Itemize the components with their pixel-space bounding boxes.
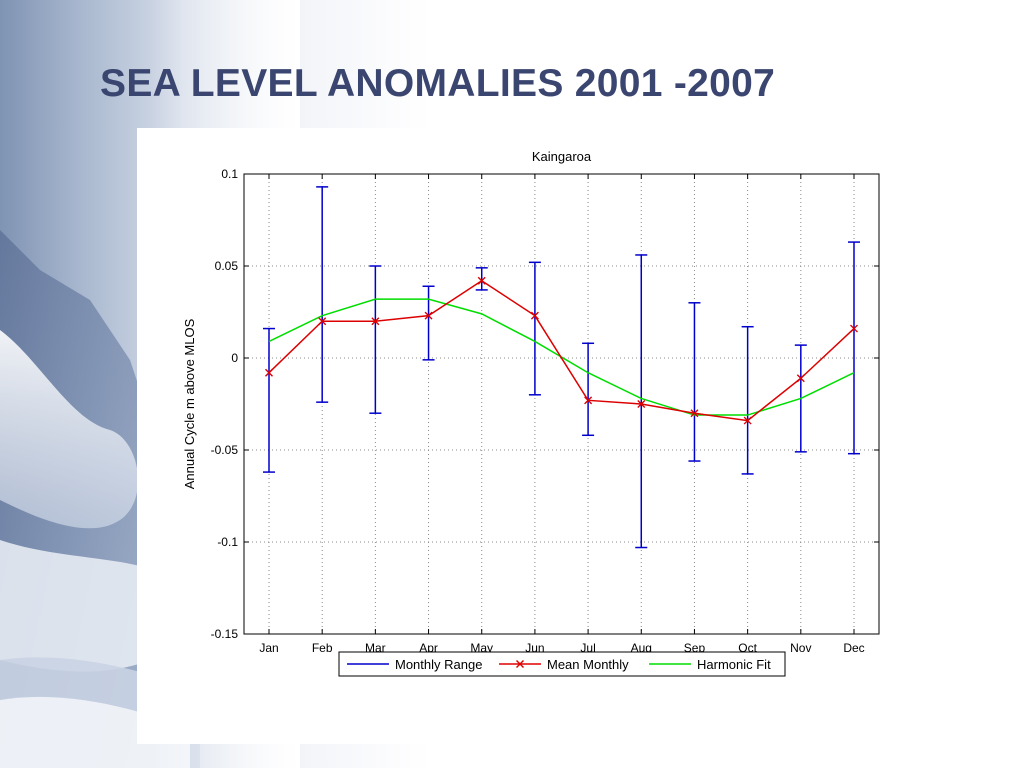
- mean-monthly-marker: [371, 317, 380, 326]
- y-tick-label: -0.1: [217, 535, 238, 549]
- legend-box: [338, 651, 786, 677]
- legend[interactable]: Monthly Range Mean Monthly Harmonic Fit: [338, 651, 786, 677]
- legend-item[interactable]: Mean Monthly: [499, 657, 629, 672]
- legend-label: Monthly Range: [395, 657, 482, 672]
- slide-title: SEA LEVEL ANOMALIES 2001 -2007: [100, 62, 776, 105]
- legend-item[interactable]: Harmonic Fit: [649, 657, 771, 672]
- plot-area: [243, 173, 880, 635]
- mean-monthly-marker: [318, 317, 327, 326]
- legend-marker: [516, 660, 524, 668]
- y-tick-label: 0.05: [215, 259, 239, 273]
- series-layer: [263, 186, 860, 549]
- y-axis-label: Annual Cycle m above MLOS: [182, 318, 197, 489]
- mean-monthly-marker: [637, 400, 646, 408]
- legend-label: Harmonic Fit: [697, 657, 771, 672]
- chart-title: Kaingaroa: [532, 149, 592, 164]
- y-tick-label: 0.1: [221, 167, 238, 181]
- marker-stroke: [584, 396, 593, 405]
- x-tick-label: Jan: [259, 641, 278, 655]
- marker-stroke: [637, 400, 646, 408]
- figure-panel: 0.1 0.05 0 -0.05 -0.1 -0.15 Jan Feb Mar Apr May Jun…: [137, 128, 1024, 744]
- mean-monthly-marker: [265, 368, 273, 377]
- mean-monthly-marker: [530, 311, 539, 320]
- y-tick-label: -0.15: [211, 627, 239, 641]
- legend-label: Mean Monthly: [547, 657, 629, 672]
- marker-stroke: [796, 374, 805, 383]
- marker-stroke: [424, 311, 433, 320]
- mean-monthly-marker: [584, 396, 593, 405]
- mean-monthly-marker: [424, 311, 433, 320]
- marker-stroke: [850, 324, 858, 333]
- x-tick-label: Feb: [312, 641, 333, 655]
- mean-monthly-marker: [743, 416, 752, 425]
- mean-monthly-marker: [796, 374, 805, 383]
- mean-monthly-marker: [850, 324, 858, 333]
- y-tick-label: -0.05: [211, 443, 239, 457]
- marker-stroke: [690, 409, 699, 418]
- mean-monthly-line: [268, 279, 855, 422]
- mean-monthly-marker: [690, 409, 699, 418]
- marker-stroke: [265, 368, 273, 377]
- marker-stroke: [371, 317, 380, 326]
- legend-item[interactable]: Monthly Range: [347, 657, 482, 672]
- marker-stroke: [318, 317, 327, 326]
- x-tick-label: Dec: [843, 641, 864, 655]
- y-tick-label: 0: [231, 351, 238, 365]
- mean-monthly-marker: [477, 276, 486, 285]
- marker-stroke: [743, 416, 752, 425]
- marker-stroke: [530, 311, 539, 320]
- marker-stroke: [477, 276, 486, 285]
- x-tick-label: Nov: [790, 641, 811, 655]
